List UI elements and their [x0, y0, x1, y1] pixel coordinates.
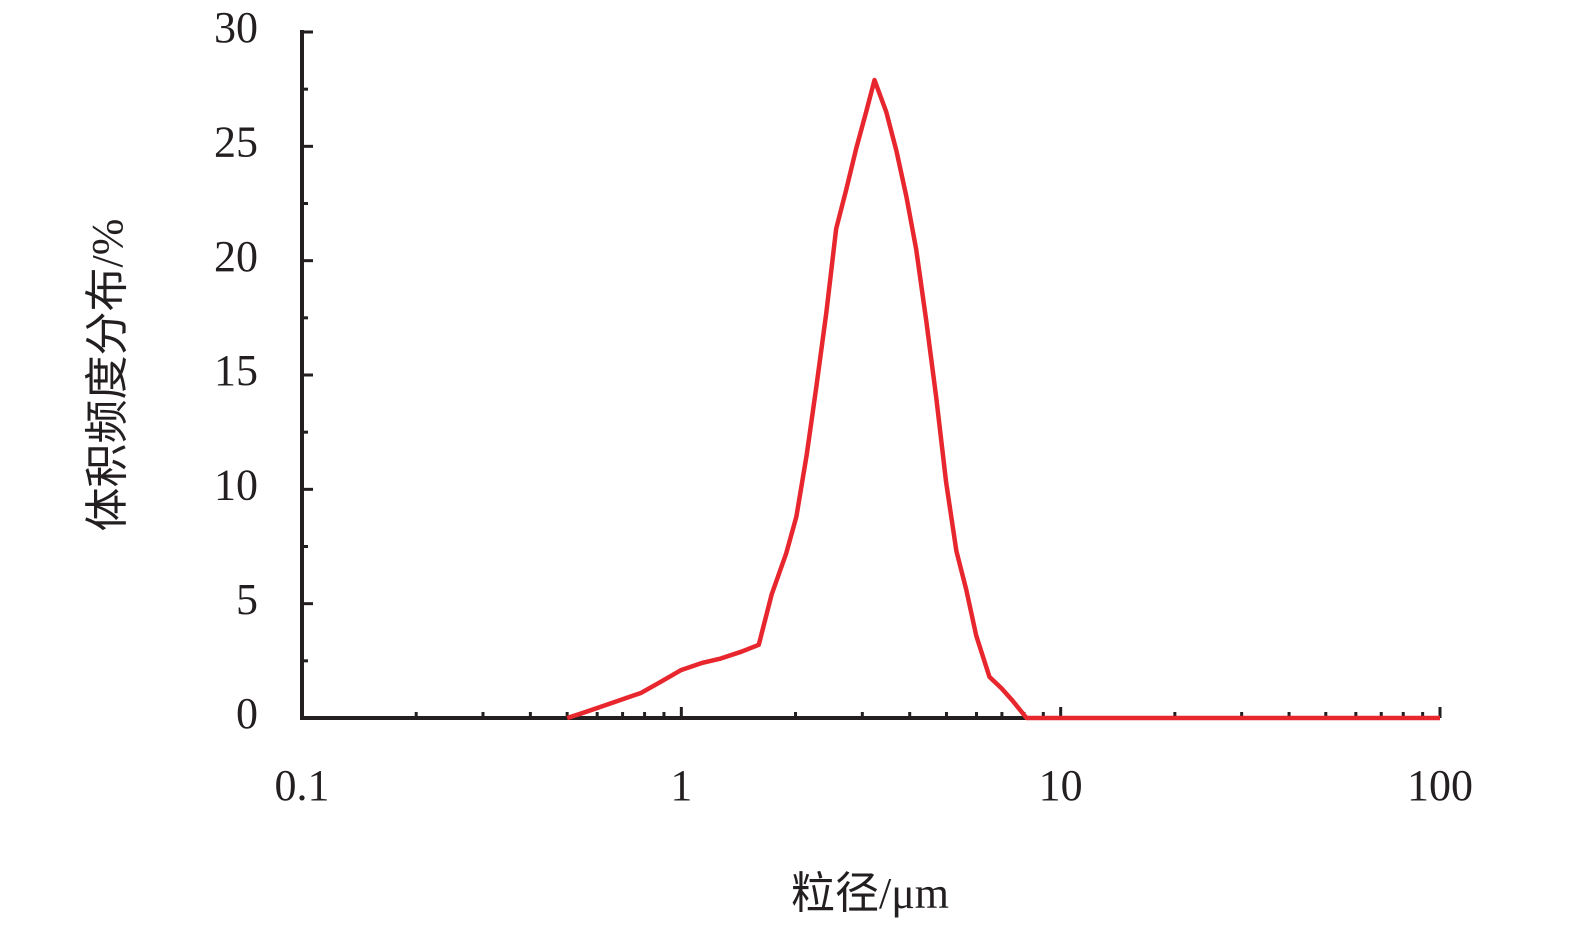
y-tick-label: 20	[214, 232, 258, 281]
y-tick-label: 15	[214, 346, 258, 395]
data-line	[566, 77, 1440, 721]
y-tick-label: 30	[214, 3, 258, 52]
y-tick-label: 10	[214, 460, 258, 509]
y-axis-title: 体积频度分布/%	[83, 219, 132, 532]
x-axis-title: 粒径/μm	[791, 869, 949, 918]
x-tick-label: 0.1	[275, 761, 330, 810]
y-tick-label: 25	[214, 117, 258, 166]
x-tick-label: 10	[1039, 761, 1083, 810]
y-tick-label: 0	[236, 689, 258, 738]
x-tick-label: 1	[670, 761, 692, 810]
x-tick-label: 100	[1407, 761, 1473, 810]
y-tick-label: 5	[236, 575, 258, 624]
